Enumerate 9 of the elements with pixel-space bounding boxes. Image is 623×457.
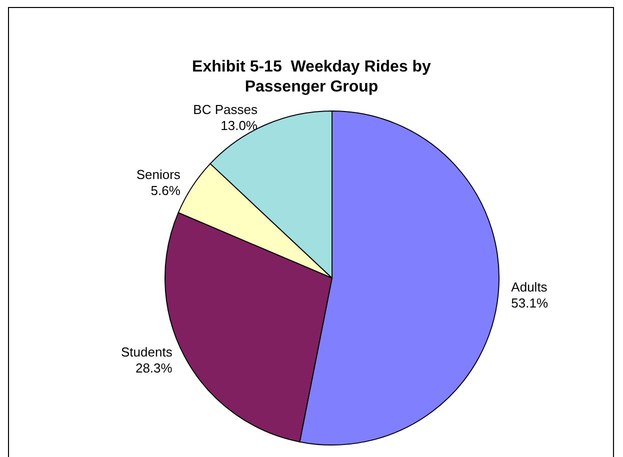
slice-label: Students [121,344,173,360]
slice-label: BC Passes [193,102,258,117]
data-label: 5.6% [150,182,181,198]
data-label: 13.0% [220,118,258,133]
data-label: 28.3% [135,360,173,376]
data-label: 53.1% [511,296,548,311]
chart-title: Exhibit 5-15 Weekday Rides by Passenger Group [192,58,432,96]
slice-label: Adults [511,280,548,295]
slice-label: Seniors [136,166,181,182]
